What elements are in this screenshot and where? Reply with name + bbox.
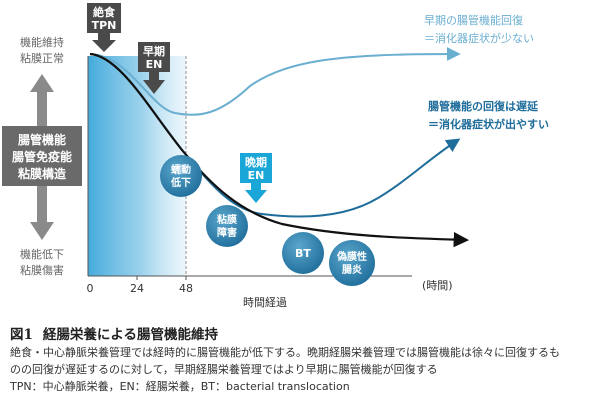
pseudomembranous-line-1: 偽膜性 xyxy=(336,250,367,263)
caption-line-1: 絶食・中心静脈栄養管理では経時的に腸管機能が低下する。晩期経腸栄養管理では腸管機… xyxy=(10,346,560,359)
down-arrow-icon xyxy=(30,186,54,240)
mucosa-line-2: 障害 xyxy=(217,226,237,239)
late-annotation-line-2: ＝消化器症状が出やすい xyxy=(428,117,549,131)
early-en-label: EN xyxy=(146,58,163,71)
early-en-marker: 早期 EN xyxy=(138,42,170,94)
gut-function-box xyxy=(2,126,82,186)
fasting-tpn-arrow-icon xyxy=(92,33,116,52)
tick-label-0: 0 xyxy=(87,282,94,295)
tick-label-48: 48 xyxy=(179,282,193,295)
box-line-1: 腸管機能 xyxy=(18,132,66,147)
x-axis-label: 時間経過 xyxy=(243,296,287,309)
late-en-arrow-icon xyxy=(245,183,267,203)
caption-line-2: のの回復が遅延するのに対して，早期経腸栄養管理ではより早期に腸管機能が回復する xyxy=(10,363,438,376)
up-arrow-icon xyxy=(30,74,54,128)
bubble-bt: BT xyxy=(282,232,324,274)
bubble-pseudomembranous: 偽膜性 腸炎 xyxy=(329,240,375,286)
early-label: 早期 xyxy=(143,44,165,58)
late-en-marker: 晩期 EN xyxy=(240,153,272,203)
fasting-tpn-marker: 絶食 TPN xyxy=(87,3,121,52)
late-annotation-line-1: 腸管機能の回復は遅延 xyxy=(428,99,539,113)
motility-line-2: 低下 xyxy=(170,176,191,189)
bubble-mucosa: 粘膜 障害 xyxy=(206,205,248,247)
x-axis-unit: (時間) xyxy=(422,279,453,292)
box-line-3: 粘膜構造 xyxy=(18,166,67,181)
early-annotation-line-2: ＝消化器症状が少ない xyxy=(424,31,534,45)
top-label-line-2: 粘膜正常 xyxy=(20,51,64,65)
bottom-label-line-2: 粘膜傷害 xyxy=(20,263,64,277)
figure-caption-body: 絶食・中心静脈栄養管理では経時的に腸管機能が低下する。晩期経腸栄養管理では腸管機… xyxy=(10,344,588,395)
tick-label-24: 24 xyxy=(130,282,144,295)
top-label-line-1: 機能維持 xyxy=(20,35,64,49)
early-en-arrow-icon xyxy=(143,72,165,94)
figure-caption-title: 図1 経腸栄養による腸管機能維持 xyxy=(10,323,588,343)
left-axis-arrow: 腸管機能 腸管免疫能 粘膜構造 xyxy=(2,74,82,240)
late-en-label: EN xyxy=(248,169,265,182)
motility-line-1: 蠕動 xyxy=(171,163,191,176)
box-line-2: 腸管免疫能 xyxy=(12,149,72,164)
caption-line-3: TPN：中心静脈栄養，EN：経腸栄養，BT：bacterial transloc… xyxy=(10,380,350,393)
curve-early-en xyxy=(89,47,461,116)
curve-fasting-tpn xyxy=(89,52,470,248)
bubble-motility: 蠕動 低下 xyxy=(160,155,202,197)
tpn-label: TPN xyxy=(92,19,117,32)
pseudomembranous-line-2: 腸炎 xyxy=(342,263,362,276)
mucosa-line-1: 粘膜 xyxy=(217,213,237,226)
bt-label: BT xyxy=(295,247,311,260)
early-annotation-line-1: 早期の腸管機能回復 xyxy=(424,13,523,27)
bottom-label-line-1: 機能低下 xyxy=(20,247,64,261)
figure-title: 経腸栄養による腸管機能維持 xyxy=(42,327,219,343)
figure-number: 図1 xyxy=(10,327,33,343)
fasting-label: 絶食 xyxy=(93,5,116,19)
late-label: 晩期 xyxy=(245,155,267,169)
